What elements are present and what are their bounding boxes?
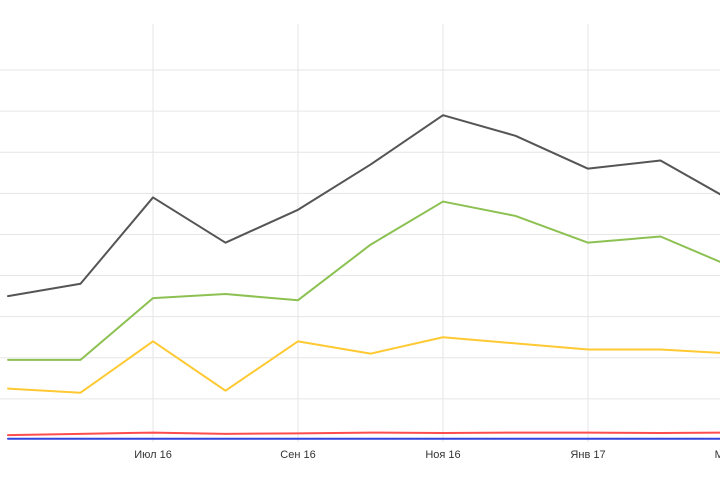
series-line-2 — [7, 200, 720, 361]
x-tick-label: Сен 16 — [280, 449, 315, 461]
series-line-4 — [7, 431, 720, 437]
grid-layer — [0, 24, 720, 442]
x-axis-ticks: Июл 16 Сен 16 Ноя 16 Янв 17 Мар 17 — [134, 449, 720, 461]
series-layer — [7, 114, 720, 440]
x-tick-label: Янв 17 — [570, 449, 605, 461]
x-tick-label: Ноя 16 — [425, 449, 460, 461]
series-line-1 — [7, 114, 720, 298]
series-line-3 — [7, 336, 720, 394]
x-tick-label: Мар 17 — [715, 449, 720, 461]
x-tick-label: Июл 16 — [134, 449, 172, 461]
